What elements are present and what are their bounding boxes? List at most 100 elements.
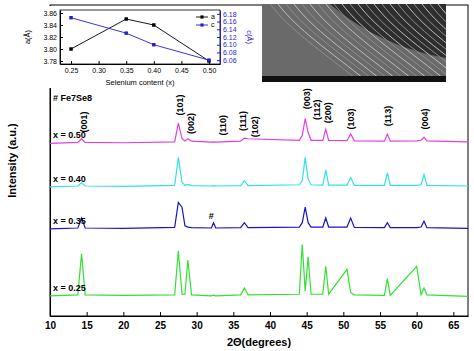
x-tick: 50 — [338, 312, 350, 331]
x-tick: 60 — [412, 312, 424, 331]
x-tick: 55 — [375, 312, 387, 331]
inset-x-tick-label: 0.35 — [120, 67, 134, 74]
annotation: (101) — [175, 94, 185, 115]
x-tick: 30 — [192, 312, 204, 331]
sem-stripe — [270, 4, 360, 82]
inset-y-tick-mark — [60, 13, 63, 14]
annotation: (112) — [312, 100, 322, 121]
inset-y2-tick-label: 6.06 — [223, 57, 237, 64]
x-tick-label: 10 — [45, 320, 57, 331]
sem-stripe — [318, 4, 408, 82]
annotation: (110) — [218, 115, 228, 136]
inset-y2-tick: 6.16 — [217, 18, 237, 25]
annotation: (111) — [238, 111, 248, 131]
x-tick: 25 — [155, 312, 167, 331]
inset-y2-tick-mark — [217, 14, 220, 15]
inset-marker — [152, 23, 155, 26]
inset-y-tick-mark — [60, 37, 63, 38]
inset-marker — [207, 59, 210, 62]
annotation: # — [209, 211, 214, 221]
x-tick-label: 55 — [375, 320, 387, 331]
inset-x-tick-mark — [181, 61, 182, 64]
annotation: # Fe7Se8 — [53, 93, 92, 103]
legend-entry: c — [196, 21, 215, 28]
inset-x-tick-mark — [126, 61, 127, 64]
inset-x-axis-line — [61, 64, 221, 65]
inset-x-tick-mark — [99, 61, 100, 64]
x-tick-label: 45 — [302, 320, 314, 331]
inset-x-tick: 0.40 — [147, 61, 161, 74]
inset-y-tick: 3.80 — [43, 46, 63, 53]
inset-plot-area — [69, 16, 210, 63]
inset-marker — [69, 16, 72, 19]
xrd-line — [50, 202, 468, 228]
series-label: x = 0.35 — [53, 216, 86, 226]
inset-y2-tick-label: 6.12 — [223, 34, 237, 41]
inset-y2-tick: 6.08 — [217, 49, 237, 56]
inset-y2-tick-label: 6.18 — [223, 11, 237, 18]
inset-marker — [69, 47, 72, 50]
x-tick-label: 35 — [228, 320, 240, 331]
inset-y2-tick-mark — [217, 52, 220, 53]
inset-marker — [152, 43, 155, 46]
x-tick-mark — [343, 312, 344, 316]
inset-x-tick: 0.25 — [65, 61, 79, 74]
sem-background — [262, 4, 446, 82]
sem-stripe — [350, 4, 440, 82]
inset-line — [71, 18, 209, 60]
sem-stripe — [358, 4, 446, 82]
inset-y2-axis-line — [220, 11, 221, 65]
annotation: (002) — [186, 113, 196, 134]
inset-marker — [124, 17, 127, 20]
inset-marker — [207, 58, 210, 61]
legend-swatch-marker — [200, 15, 203, 18]
inset-y2-tick-label: 6.14 — [223, 26, 237, 33]
xrd-line — [50, 244, 468, 296]
inset-x-tick-mark — [71, 61, 72, 64]
xrd-line — [50, 157, 468, 187]
inset-x-tick: 0.45 — [175, 61, 189, 74]
x-tick-mark — [87, 312, 88, 316]
x-tick-label: 65 — [448, 320, 460, 331]
inset-y-tick-mark — [60, 25, 63, 26]
x-tick-mark — [160, 312, 161, 316]
inset-y-tick: 3.78 — [43, 58, 63, 65]
x-tick-mark — [123, 312, 124, 316]
inset-y2-tick: 6.06 — [217, 57, 237, 64]
x-tick-mark — [453, 312, 454, 316]
sem-stripe — [342, 4, 432, 82]
x-axis-line — [51, 316, 469, 317]
inset-y2-tick-label: 6.08 — [223, 49, 237, 56]
sem-stripe — [366, 4, 446, 82]
inset-y-tick-mark — [60, 49, 63, 50]
inset-x-axis: 0.250.300.350.400.450.50 — [61, 61, 221, 74]
x-tick-label: 25 — [155, 320, 167, 331]
legend-swatch-marker — [200, 23, 203, 26]
sem-stripe — [334, 4, 424, 82]
x-tick-label: 50 — [338, 320, 350, 331]
inset-y-tick-label: 3.84 — [43, 22, 57, 29]
inset-x-tick-label: 0.25 — [65, 67, 79, 74]
annotation: (113) — [383, 106, 393, 127]
x-axis-title: 2Θ(degrees) — [227, 336, 292, 348]
x-tick-label: 60 — [412, 320, 424, 331]
annotation: (200) — [323, 102, 333, 123]
sem-stripe — [430, 4, 446, 82]
inset-y-axis: 3.783.803.823.843.86 — [43, 10, 63, 65]
inset-y2-tick: 6.18 — [217, 11, 237, 18]
legend-entry: a — [196, 13, 215, 20]
inset-y-tick-label: 3.82 — [43, 34, 57, 41]
inset-x-tick-label: 0.50 — [203, 67, 217, 74]
x-tick: 45 — [302, 312, 314, 331]
chart-root: 1015202530354045505560652Θ(degrees)Inten… — [0, 0, 474, 351]
sem-image — [262, 4, 474, 82]
x-tick-label: 15 — [82, 320, 94, 331]
annotation: (001) — [79, 111, 89, 132]
legend-label: a — [211, 13, 215, 20]
sem-stripe — [294, 4, 384, 82]
x-tick-mark — [307, 312, 308, 316]
figure: 1015202530354045505560652Θ(degrees)Inten… — [0, 0, 474, 351]
sem-stripe — [310, 4, 400, 82]
y-axis-title: Intensity (a.u.) — [6, 123, 18, 198]
x-tick-label: 40 — [265, 320, 277, 331]
